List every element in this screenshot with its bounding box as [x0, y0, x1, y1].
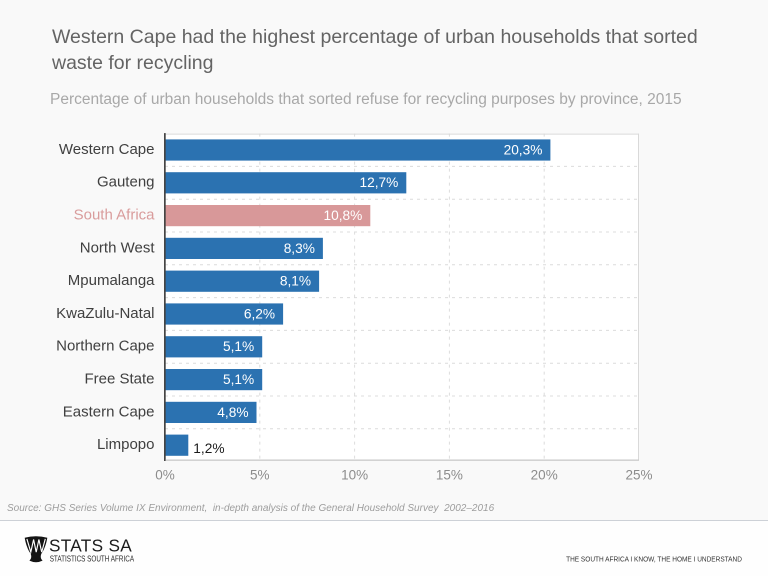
svg-text:5,1%: 5,1% — [223, 372, 254, 387]
svg-text:Free State: Free State — [84, 371, 154, 388]
svg-text:10%: 10% — [341, 467, 368, 482]
svg-text:10,8%: 10,8% — [323, 208, 362, 223]
svg-text:12,7%: 12,7% — [359, 175, 398, 190]
svg-text:South Africa: South Africa — [74, 207, 156, 224]
svg-text:8,1%: 8,1% — [280, 274, 311, 289]
svg-text:5%: 5% — [250, 467, 270, 482]
svg-text:8,3%: 8,3% — [284, 241, 315, 256]
svg-text:Eastern Cape: Eastern Cape — [63, 403, 155, 420]
svg-text:4,8%: 4,8% — [217, 405, 248, 420]
svg-text:Western Cape: Western Cape — [59, 141, 155, 158]
svg-text:5,1%: 5,1% — [223, 339, 254, 354]
svg-text:KwaZulu-Natal: KwaZulu-Natal — [56, 305, 154, 322]
svg-text:North West: North West — [80, 239, 156, 256]
svg-text:25%: 25% — [625, 467, 652, 482]
svg-text:STATS SA: STATS SA — [49, 535, 132, 555]
svg-text:15%: 15% — [436, 467, 463, 482]
svg-text:1,2%: 1,2% — [193, 441, 224, 456]
svg-text:6,2%: 6,2% — [244, 306, 275, 321]
svg-text:STATISTICS SOUTH AFRICA: STATISTICS SOUTH AFRICA — [50, 555, 135, 564]
svg-text:Mpumalanga: Mpumalanga — [68, 272, 155, 289]
svg-text:20%: 20% — [531, 467, 558, 482]
svg-text:0%: 0% — [155, 467, 175, 482]
svg-text:Limpopo: Limpopo — [97, 436, 155, 453]
svg-text:Gauteng: Gauteng — [97, 174, 155, 191]
svg-text:THE SOUTH AFRICA I KNOW, THE H: THE SOUTH AFRICA I KNOW, THE HOME I UNDE… — [566, 554, 742, 563]
svg-text:20,3%: 20,3% — [504, 142, 543, 157]
svg-text:Northern Cape: Northern Cape — [56, 338, 154, 355]
